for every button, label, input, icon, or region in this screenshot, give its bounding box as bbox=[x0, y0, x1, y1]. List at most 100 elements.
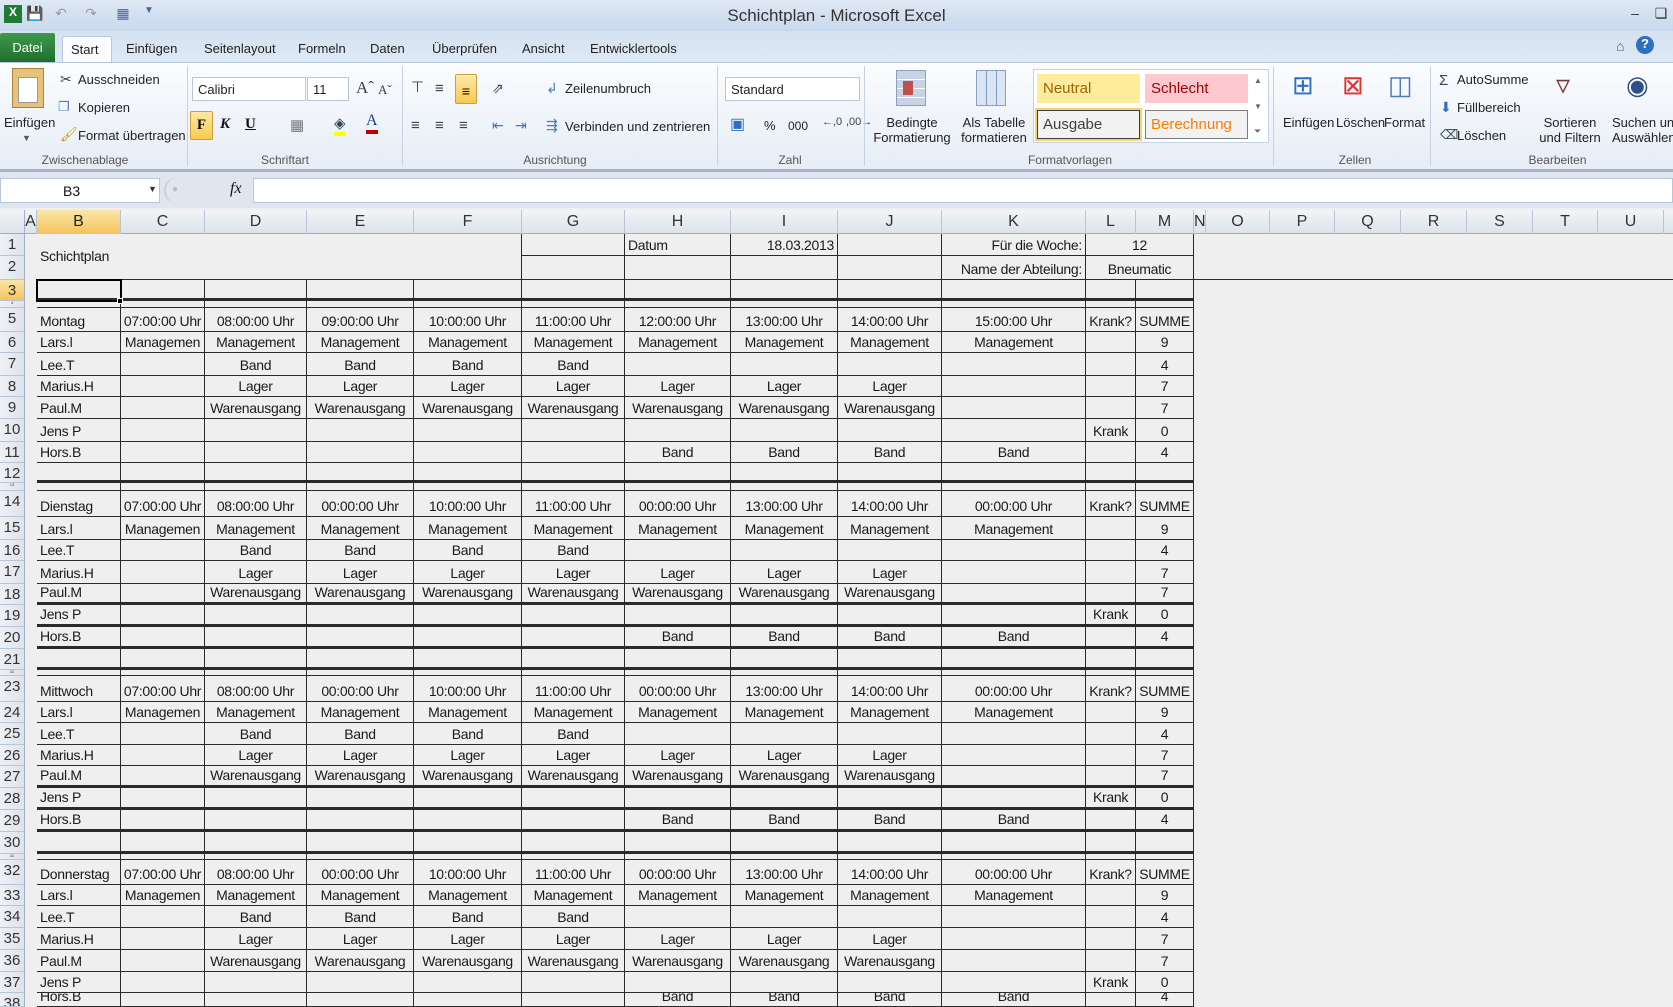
cell-f35[interactable]: Lager bbox=[414, 928, 522, 950]
cell-j9[interactable]: Warenausgang bbox=[838, 397, 942, 419]
cell-m29[interactable]: 4 bbox=[1136, 810, 1194, 832]
cell-f24[interactable]: Management bbox=[414, 702, 522, 723]
cell-f31[interactable] bbox=[414, 854, 522, 860]
cell-b3[interactable] bbox=[37, 280, 121, 301]
cell-c25[interactable] bbox=[121, 723, 205, 745]
cell-g7[interactable]: Band bbox=[522, 353, 625, 376]
cell-f30[interactable] bbox=[414, 832, 522, 854]
gallery-more-icon[interactable]: ⏷ bbox=[1254, 126, 1262, 136]
row-header-14[interactable]: 14 bbox=[0, 491, 25, 517]
format-cells-button[interactable]: Format bbox=[1384, 115, 1426, 130]
cell-d5[interactable]: 08:00:00 Uhr bbox=[205, 308, 307, 332]
cell-h15[interactable]: Management bbox=[625, 517, 731, 540]
cell-f29[interactable] bbox=[414, 810, 522, 832]
cell-k19[interactable] bbox=[942, 605, 1086, 627]
cell-h33[interactable]: Management bbox=[625, 885, 731, 906]
cell-h32[interactable]: 00:00:00 Uhr bbox=[625, 860, 731, 885]
cell-k2[interactable]: Name der Abteilung: bbox=[942, 256, 1086, 280]
cell-k9[interactable] bbox=[942, 397, 1086, 419]
cell-j38[interactable]: Band bbox=[838, 993, 942, 1007]
column-header-e[interactable]: E bbox=[307, 210, 414, 234]
cell-g20[interactable] bbox=[522, 627, 625, 649]
minimize-ribbon-icon[interactable]: ⌂ bbox=[1616, 38, 1625, 54]
cell-f18[interactable]: Warenausgang bbox=[414, 584, 522, 605]
cell-c36[interactable] bbox=[121, 950, 205, 972]
cell-f12[interactable] bbox=[414, 463, 522, 483]
cell-k5[interactable]: 15:00:00 Uhr bbox=[942, 308, 1086, 332]
cell-b6[interactable]: Lars.l bbox=[37, 332, 121, 353]
cell-h31[interactable] bbox=[625, 854, 731, 860]
cell-l34[interactable] bbox=[1086, 906, 1136, 928]
tab-start[interactable]: Start bbox=[62, 36, 112, 62]
cell-c19[interactable] bbox=[121, 605, 205, 627]
fill-color-icon[interactable]: ◈ bbox=[334, 114, 346, 136]
cell-f17[interactable]: Lager bbox=[414, 561, 522, 584]
cell-k28[interactable] bbox=[942, 788, 1086, 810]
cell-l12[interactable] bbox=[1086, 463, 1136, 483]
row-header-20[interactable]: 20 bbox=[0, 627, 25, 649]
cell-j17[interactable]: Lager bbox=[838, 561, 942, 584]
cell-k16[interactable] bbox=[942, 540, 1086, 561]
cell-j31[interactable] bbox=[838, 854, 942, 860]
cell-l35[interactable] bbox=[1086, 928, 1136, 950]
cell-e15[interactable]: Management bbox=[307, 517, 414, 540]
row-header-33[interactable]: 33 bbox=[0, 885, 25, 906]
cell-m3[interactable] bbox=[1136, 280, 1194, 301]
cell-m12[interactable] bbox=[1136, 463, 1194, 483]
help-icon[interactable]: ? bbox=[1636, 36, 1654, 54]
cell-j37[interactable] bbox=[838, 972, 942, 993]
cell-j28[interactable] bbox=[838, 788, 942, 810]
cell-e25[interactable]: Band bbox=[307, 723, 414, 745]
cell-i19[interactable] bbox=[731, 605, 838, 627]
column-header-a[interactable]: A bbox=[25, 210, 37, 234]
cell-f10[interactable] bbox=[414, 419, 522, 442]
cell-h35[interactable]: Lager bbox=[625, 928, 731, 950]
row-header-37[interactable]: 37 bbox=[0, 972, 25, 993]
cell-h4[interactable] bbox=[625, 301, 731, 308]
cell-e7[interactable]: Band bbox=[307, 353, 414, 376]
cell-j13[interactable] bbox=[838, 483, 942, 491]
cell-j7[interactable] bbox=[838, 353, 942, 376]
cell-f36[interactable]: Warenausgang bbox=[414, 950, 522, 972]
cell-l4[interactable] bbox=[1086, 301, 1136, 308]
cell-m14[interactable]: SUMME bbox=[1136, 491, 1194, 517]
insert-function-button[interactable]: fx bbox=[230, 180, 242, 197]
cell-b37[interactable]: Jens P bbox=[37, 972, 121, 993]
cell-j32[interactable]: 14:00:00 Uhr bbox=[838, 860, 942, 885]
cell-f37[interactable] bbox=[414, 972, 522, 993]
cell-e31[interactable] bbox=[307, 854, 414, 860]
cell-d37[interactable] bbox=[205, 972, 307, 993]
cell-e8[interactable]: Lager bbox=[307, 376, 414, 397]
cell-e20[interactable] bbox=[307, 627, 414, 649]
cell-k26[interactable] bbox=[942, 745, 1086, 766]
row-header-34[interactable]: 34 bbox=[0, 906, 25, 928]
cell-m37[interactable]: 0 bbox=[1136, 972, 1194, 993]
cell-d26[interactable]: Lager bbox=[205, 745, 307, 766]
column-header-l[interactable]: L bbox=[1086, 210, 1136, 234]
cell-i32[interactable]: 13:00:00 Uhr bbox=[731, 860, 838, 885]
name-box-dropdown-icon[interactable]: ▼ bbox=[148, 184, 157, 194]
cell-g12[interactable] bbox=[522, 463, 625, 483]
cell-e35[interactable]: Lager bbox=[307, 928, 414, 950]
cell-k24[interactable]: Management bbox=[942, 702, 1086, 723]
cell-m11[interactable]: 4 bbox=[1136, 442, 1194, 463]
cell-m17[interactable]: 7 bbox=[1136, 561, 1194, 584]
cell-b31[interactable] bbox=[37, 854, 121, 860]
cell-k32[interactable]: 00:00:00 Uhr bbox=[942, 860, 1086, 885]
cell-j8[interactable]: Lager bbox=[838, 376, 942, 397]
cell-m36[interactable]: 7 bbox=[1136, 950, 1194, 972]
cell-g8[interactable]: Lager bbox=[522, 376, 625, 397]
cell-i12[interactable] bbox=[731, 463, 838, 483]
merge-center-button[interactable]: Verbinden und zentrieren bbox=[565, 119, 711, 134]
cell-f33[interactable]: Management bbox=[414, 885, 522, 906]
copy-button[interactable]: Kopieren bbox=[78, 100, 131, 115]
cell-m20[interactable]: 4 bbox=[1136, 627, 1194, 649]
cell-d11[interactable] bbox=[205, 442, 307, 463]
font-size-combo[interactable]: 11 bbox=[307, 77, 349, 101]
tab-daten[interactable]: Daten bbox=[370, 41, 405, 56]
cell-c17[interactable] bbox=[121, 561, 205, 584]
column-header-m[interactable]: M bbox=[1136, 210, 1194, 234]
cell-e21[interactable] bbox=[307, 649, 414, 670]
italic-button[interactable]: K bbox=[220, 116, 231, 132]
column-header-c[interactable]: C bbox=[121, 210, 205, 234]
